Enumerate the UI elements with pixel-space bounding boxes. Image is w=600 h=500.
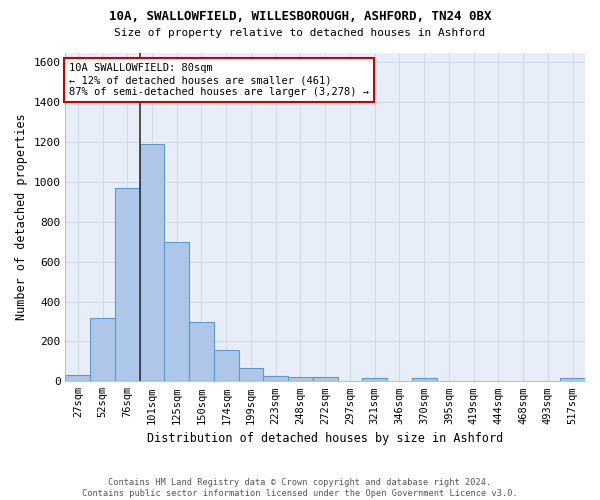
Bar [164, 242, 189, 382]
Text: 10A SWALLOWFIELD: 80sqm
← 12% of detached houses are smaller (461)
87% of semi-d: 10A SWALLOWFIELD: 80sqm ← 12% of detache… [69, 64, 369, 96]
Bar [263, 376, 288, 382]
Bar [214, 350, 239, 382]
Bar [560, 378, 585, 382]
Bar [313, 378, 338, 382]
Bar [412, 378, 437, 382]
Bar [90, 318, 115, 382]
Bar [115, 188, 140, 382]
Bar [288, 378, 313, 382]
Bar [239, 368, 263, 382]
Y-axis label: Number of detached properties: Number of detached properties [15, 114, 28, 320]
Bar [140, 144, 164, 382]
Text: 10A, SWALLOWFIELD, WILLESBOROUGH, ASHFORD, TN24 0BX: 10A, SWALLOWFIELD, WILLESBOROUGH, ASHFOR… [109, 10, 491, 23]
Text: Contains HM Land Registry data © Crown copyright and database right 2024.
Contai: Contains HM Land Registry data © Crown c… [82, 478, 518, 498]
X-axis label: Distribution of detached houses by size in Ashford: Distribution of detached houses by size … [147, 432, 503, 445]
Bar [65, 376, 90, 382]
Bar [362, 378, 387, 382]
Bar [189, 322, 214, 382]
Text: Size of property relative to detached houses in Ashford: Size of property relative to detached ho… [115, 28, 485, 38]
